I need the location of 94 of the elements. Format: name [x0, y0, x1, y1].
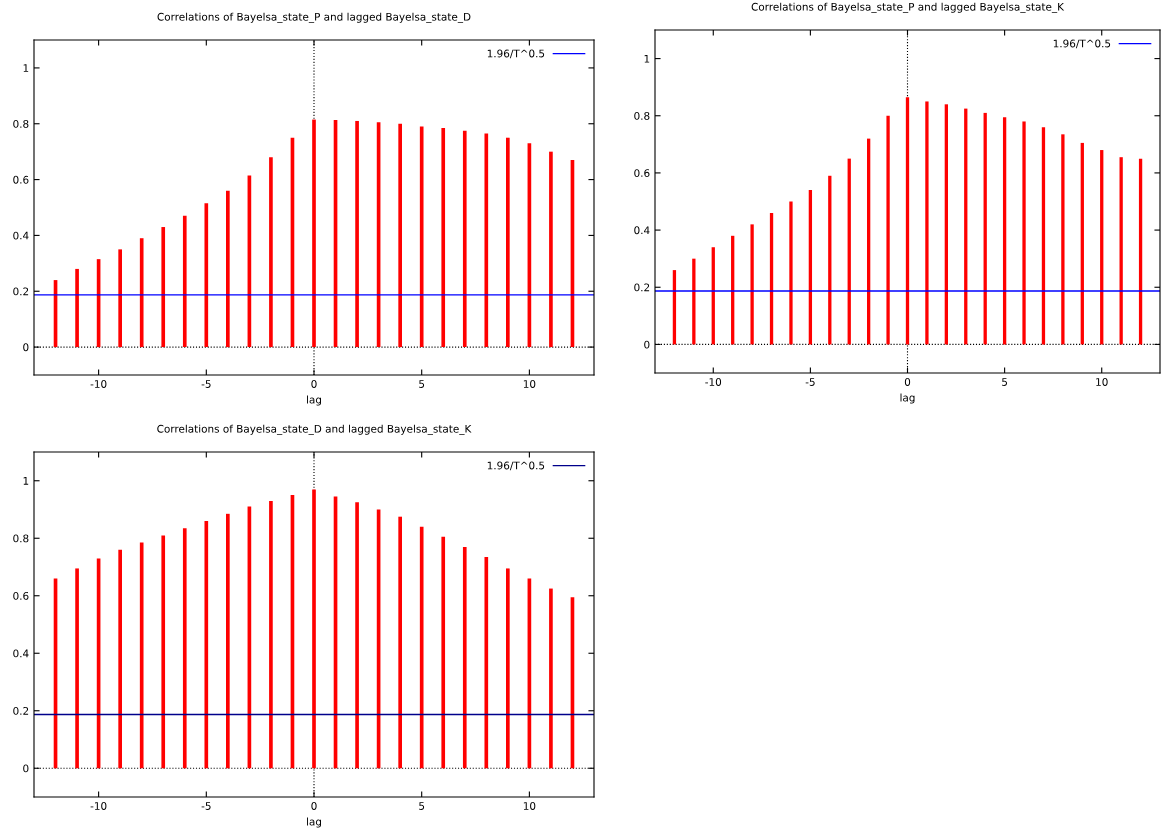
y-tick-label: 0.4: [13, 231, 29, 240]
bar: [1002, 117, 1007, 345]
bar: [398, 516, 402, 769]
x-axis-title: lag: [307, 817, 321, 828]
y-tick-label: 0.6: [13, 175, 29, 184]
y-tick-label: 0: [23, 764, 29, 773]
bar: [905, 97, 910, 345]
y-tick-label: 0: [23, 343, 29, 352]
y-tick-label: 0.4: [13, 649, 29, 658]
bar: [419, 126, 424, 348]
bar: [161, 535, 166, 769]
y-tick-label: 1: [644, 54, 650, 63]
bar: [355, 502, 359, 769]
bar: [506, 137, 510, 348]
chart-title: Correlations of Bayelsa_state_P and lagged Bayelsa_state_K: [751, 2, 1065, 14]
x-tick-label: -10: [90, 380, 107, 388]
bar: [925, 101, 929, 345]
x-tick-label: -10: [705, 378, 722, 386]
bar: [506, 568, 510, 769]
bar: [312, 119, 316, 348]
x-tick-label: 10: [523, 802, 536, 810]
y-tick-label: 0.8: [634, 111, 650, 120]
bar: [549, 588, 553, 769]
bar: [182, 215, 187, 348]
bar: [269, 157, 273, 348]
bar: [75, 568, 79, 769]
y-tick-label: 0: [644, 340, 650, 349]
bar: [886, 115, 890, 345]
bar: [847, 158, 851, 345]
x-tick-label: 5: [1002, 378, 1008, 386]
y-tick-label: 1: [23, 477, 29, 485]
x-tick-label: -5: [805, 378, 815, 386]
bar: [441, 536, 446, 769]
bar: [462, 130, 467, 348]
bar: [226, 513, 230, 769]
x-tick-label: 0: [311, 380, 317, 388]
x-tick-label: -5: [201, 802, 211, 810]
bar: [118, 249, 122, 348]
chart-title: Correlations of Bayelsa_state_D and lagged Bayelsa_state_K: [157, 424, 472, 436]
y-tick-label: 1: [23, 64, 29, 72]
bar: [118, 549, 122, 769]
bar: [983, 112, 987, 345]
y-tick-label: 0.6: [13, 591, 29, 600]
bar: [75, 268, 79, 348]
x-tick-label: 10: [523, 380, 536, 388]
bar: [549, 151, 553, 348]
legend-label: 1.96/T^0.5: [487, 461, 545, 471]
bar: [398, 123, 402, 348]
x-tick-label: 10: [1096, 378, 1108, 386]
bar: [1080, 142, 1084, 345]
bar: [1119, 157, 1123, 345]
x-tick-label: 5: [419, 380, 425, 388]
legend-label: 1.96/T^0.5: [1053, 39, 1111, 49]
bar: [204, 521, 209, 769]
bar: [355, 120, 359, 348]
y-tick-label: 0.2: [634, 283, 650, 292]
bar: [139, 238, 144, 348]
bar: [269, 500, 273, 769]
legend-label: 1.96/T^0.5: [487, 49, 545, 59]
bar: [462, 546, 467, 769]
chart-title: Correlations of Bayelsa_state_P and lagged Bayelsa_state_D: [157, 12, 471, 24]
x-axis-title: lag: [900, 393, 915, 404]
bar: [441, 127, 446, 348]
bar: [312, 489, 316, 769]
bar: [161, 227, 166, 348]
y-tick-label: 0.2: [13, 287, 29, 296]
bar: [1138, 158, 1143, 345]
bar: [944, 104, 948, 345]
x-tick-label: 0: [904, 378, 911, 386]
x-tick-label: 5: [419, 802, 425, 810]
y-tick-label: 0.8: [13, 534, 29, 543]
x-tick-label: -5: [201, 380, 211, 388]
x-tick-label: 0: [311, 802, 317, 810]
x-tick-label: -10: [90, 802, 107, 810]
bar: [964, 108, 968, 345]
bar: [204, 203, 209, 348]
bar: [419, 526, 424, 769]
bar: [1100, 150, 1104, 345]
y-tick-label: 0.4: [634, 226, 650, 235]
bar: [182, 528, 187, 769]
bar: [1022, 121, 1026, 345]
y-tick-label: 0.8: [13, 119, 29, 128]
bar: [226, 190, 230, 348]
bar: [484, 556, 489, 769]
y-tick-label: 0.6: [634, 169, 650, 178]
bar: [867, 138, 871, 345]
bar: [750, 224, 754, 345]
bar: [484, 133, 489, 348]
bar: [789, 201, 793, 345]
bar: [1061, 134, 1065, 345]
x-axis-title: lag: [307, 395, 321, 406]
bar: [139, 542, 144, 769]
bar: [1041, 127, 1046, 345]
y-tick-label: 0.2: [13, 706, 29, 715]
